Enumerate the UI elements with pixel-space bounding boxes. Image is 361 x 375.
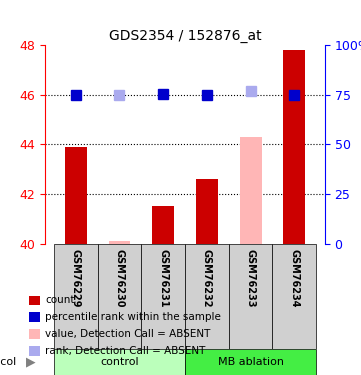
Text: GSM76232: GSM76232 [202,249,212,307]
Bar [240,137,261,243]
Text: GSM76231: GSM76231 [158,249,168,307]
Text: GSM76233: GSM76233 [245,249,256,307]
Text: GSM76234: GSM76234 [289,249,299,307]
Text: GSM76230: GSM76230 [114,249,125,307]
Bar [283,50,305,243]
Bar [229,243,273,348]
Bar [185,348,316,375]
Text: rank, Detection Call = ABSENT: rank, Detection Call = ABSENT [45,346,205,355]
Bar [185,243,229,348]
Bar [65,147,87,243]
Text: control: control [100,357,139,367]
Bar [196,179,218,243]
Text: percentile rank within the sample: percentile rank within the sample [45,312,221,322]
Text: ▶: ▶ [26,355,35,368]
Title: GDS2354 / 152876_at: GDS2354 / 152876_at [109,28,261,43]
Bar [141,243,185,348]
Text: protocol: protocol [0,357,16,367]
Bar [97,243,141,348]
Bar [109,241,130,243]
Bar [152,206,174,243]
Text: count: count [45,295,75,305]
Bar [54,243,97,348]
Text: value, Detection Call = ABSENT: value, Detection Call = ABSENT [45,329,210,339]
Text: MB ablation: MB ablation [218,357,284,367]
Text: GSM76229: GSM76229 [71,249,81,307]
Bar [54,348,185,375]
Bar [273,243,316,348]
